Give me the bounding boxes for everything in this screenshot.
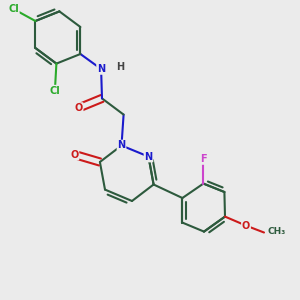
Text: N: N: [97, 64, 105, 74]
Text: CH₃: CH₃: [268, 226, 286, 236]
Text: O: O: [242, 220, 250, 231]
Text: F: F: [200, 154, 207, 164]
Text: N: N: [117, 140, 126, 151]
Text: Cl: Cl: [8, 4, 19, 14]
Text: O: O: [74, 103, 83, 113]
Text: Cl: Cl: [50, 85, 60, 96]
Text: H: H: [116, 61, 124, 72]
Text: O: O: [70, 149, 79, 160]
Text: N: N: [144, 152, 153, 162]
